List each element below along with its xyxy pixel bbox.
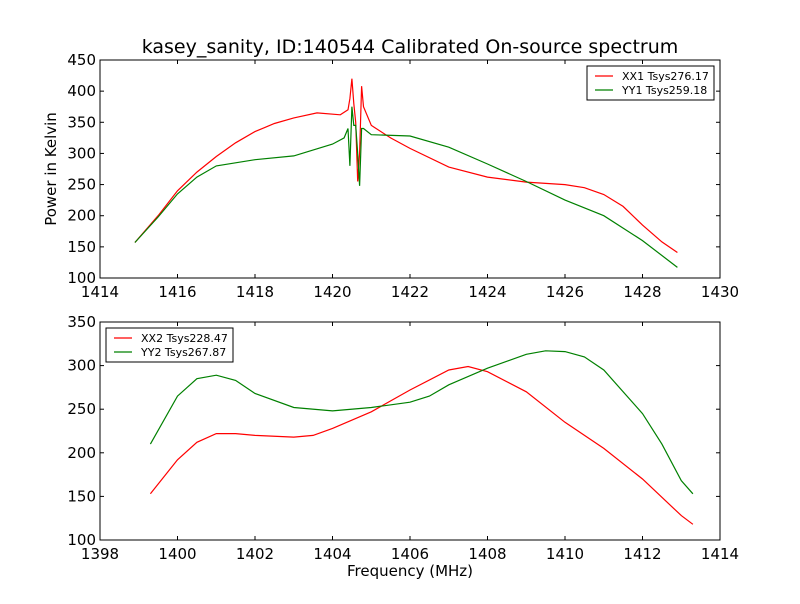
legend-label: XX2 Tsys228.47 xyxy=(141,332,228,345)
y-tick-label: 150 xyxy=(67,487,96,505)
x-tick-label: 1418 xyxy=(236,283,274,301)
x-tick-label: 1428 xyxy=(623,283,661,301)
y-tick-label: 100 xyxy=(67,531,96,549)
x-tick-label: 1404 xyxy=(313,545,351,563)
y-tick-label: 200 xyxy=(67,207,96,225)
x-tick-label: 1416 xyxy=(158,283,196,301)
x-tick-label: 1420 xyxy=(313,283,351,301)
y-tick-label: 100 xyxy=(67,269,96,287)
x-tick-label: 1414 xyxy=(701,545,739,563)
y-tick-label: 350 xyxy=(67,113,96,131)
y-tick-label: 150 xyxy=(67,238,96,256)
x-tick-label: 1410 xyxy=(546,545,584,563)
y-tick-label: 200 xyxy=(67,444,96,462)
y-tick-label: 250 xyxy=(67,176,96,194)
legend-box xyxy=(586,65,715,101)
y-tick-label: 300 xyxy=(67,357,96,375)
y-tick-label: 450 xyxy=(67,51,96,69)
x-tick-label: 1426 xyxy=(546,283,584,301)
legend-label: XX1 Tsys276.17 xyxy=(622,70,709,83)
legend-box xyxy=(105,327,234,363)
x-tick-label: 1412 xyxy=(623,545,661,563)
x-axis-label: Frequency (MHz) xyxy=(347,562,473,580)
x-tick-label: 1406 xyxy=(391,545,429,563)
x-tick-label: 1408 xyxy=(468,545,506,563)
legend-label: YY1 Tsys259.18 xyxy=(621,84,707,97)
x-tick-label: 1398 xyxy=(81,545,119,563)
chart-title: kasey_sanity, ID:140544 Calibrated On-so… xyxy=(142,36,679,58)
x-tick-label: 1424 xyxy=(468,283,506,301)
y-tick-label: 300 xyxy=(67,144,96,162)
series-line-yy1 xyxy=(134,106,678,268)
series-line-xx1 xyxy=(134,78,678,253)
x-tick-label: 1402 xyxy=(236,545,274,563)
y-tick-label: 400 xyxy=(67,82,96,100)
x-tick-label: 1430 xyxy=(701,283,739,301)
legend-label: YY2 Tsys267.87 xyxy=(140,346,226,359)
x-tick-label: 1414 xyxy=(81,283,119,301)
series-line-xx2 xyxy=(149,365,694,525)
y-axis-label: Power in Kelvin xyxy=(42,112,60,226)
series-line-yy2 xyxy=(149,350,694,495)
y-tick-label: 350 xyxy=(67,313,96,331)
y-tick-label: 250 xyxy=(67,400,96,418)
x-tick-label: 1400 xyxy=(158,545,196,563)
plot-1: 1414 1416 1418 1420 1422 1424 1426 1428 1430 100 1… xyxy=(67,51,739,301)
x-tick-label: 1422 xyxy=(391,283,429,301)
plot-2: 1398 1400 1402 1404 1406 1408 1410 1412 1414 100 1… xyxy=(67,313,739,563)
